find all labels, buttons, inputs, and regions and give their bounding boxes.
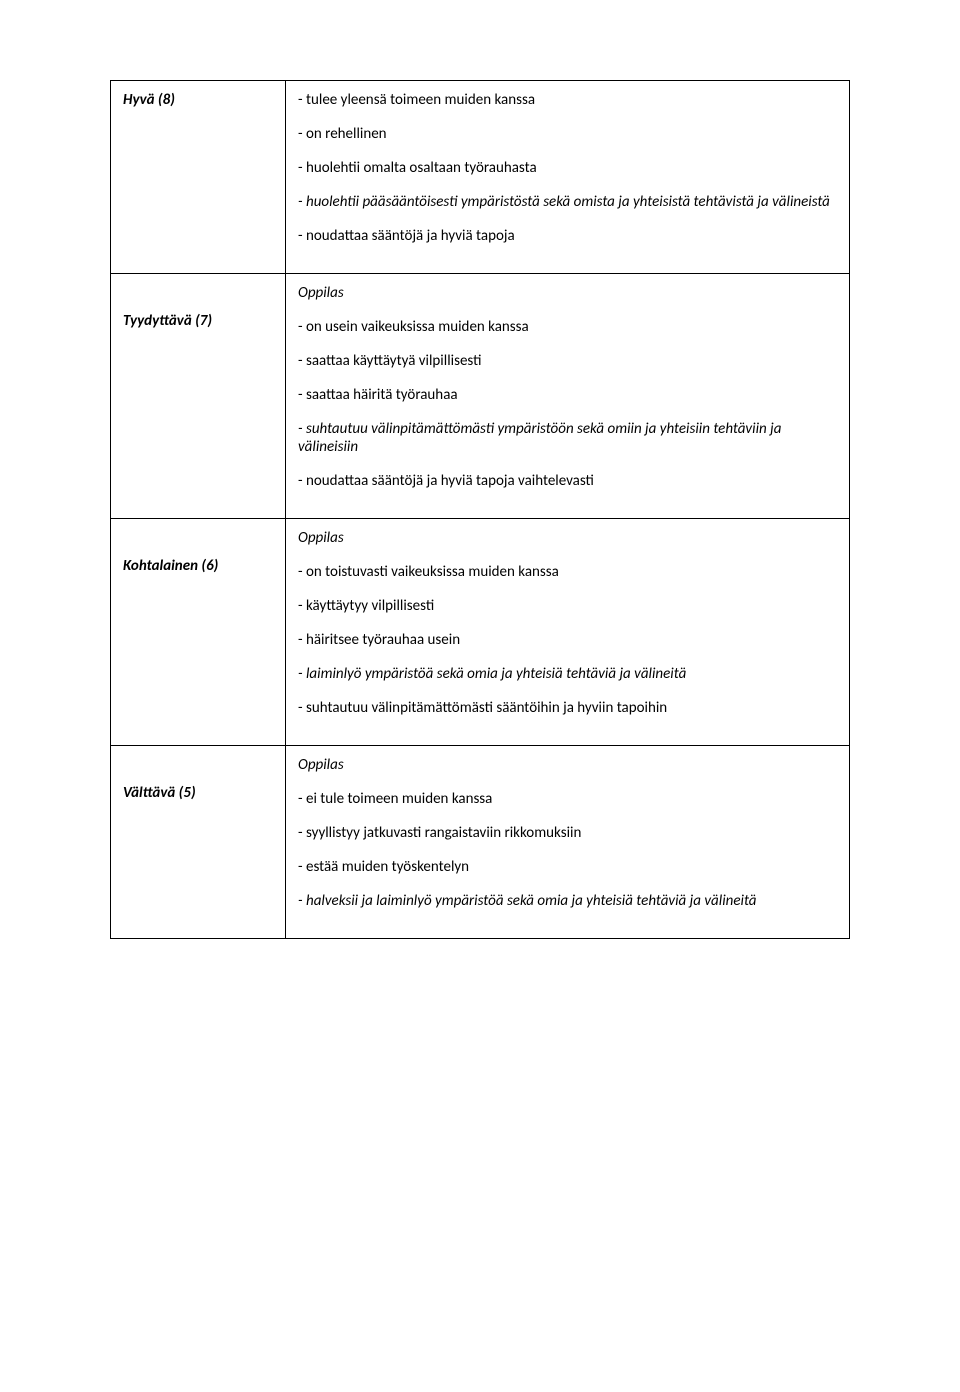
oppilas-heading: Oppilas xyxy=(298,756,837,774)
grade-content-cell: - tulee yleensä toimeen muiden kanssa - … xyxy=(286,81,850,274)
list-item: - saattaa häiritä työrauhaa xyxy=(298,386,837,404)
list-item: - käyttäytyy vilpillisesti xyxy=(298,597,837,615)
grading-table-body: Hyvä (8) - tulee yleensä toimeen muiden … xyxy=(111,81,850,939)
grading-table: Hyvä (8) - tulee yleensä toimeen muiden … xyxy=(110,80,850,939)
list-item: - huolehtii omalta osaltaan työrauhasta xyxy=(298,159,837,177)
list-item: - estää muiden työskentelyn xyxy=(298,858,837,876)
list-item: - halveksii ja laiminlyö ympäristöä sekä… xyxy=(298,892,837,910)
list-item: - suhtautuu välinpitämättömästi ympärist… xyxy=(298,420,837,456)
list-item: - häiritsee työrauhaa usein xyxy=(298,631,837,649)
table-row: Välttävä (5) Oppilas - ei tule toimeen m… xyxy=(111,746,850,939)
list-item: - suhtautuu välinpitämättömästi sääntöih… xyxy=(298,699,837,717)
list-item: - huolehtii pääsääntöisesti ympäristöstä… xyxy=(298,193,837,211)
grade-label-cell: Kohtalainen (6) xyxy=(111,519,286,746)
list-item: - saattaa käyttäytyä vilpillisesti xyxy=(298,352,837,370)
list-item: - tulee yleensä toimeen muiden kanssa xyxy=(298,91,837,109)
list-item: - on usein vaikeuksissa muiden kanssa xyxy=(298,318,837,336)
list-item: - laiminlyö ympäristöä sekä omia ja yhte… xyxy=(298,665,837,683)
list-item: - on rehellinen xyxy=(298,125,837,143)
list-item: - on toistuvasti vaikeuksissa muiden kan… xyxy=(298,563,837,581)
list-item: - noudattaa sääntöjä ja hyviä tapoja xyxy=(298,227,837,245)
grade-label-cell: Tyydyttävä (7) xyxy=(111,274,286,519)
grade-label: Kohtalainen (6) xyxy=(123,557,218,575)
grade-content-cell: Oppilas - on usein vaikeuksissa muiden k… xyxy=(286,274,850,519)
table-row: Kohtalainen (6) Oppilas - on toistuvasti… xyxy=(111,519,850,746)
grade-content-cell: Oppilas - on toistuvasti vaikeuksissa mu… xyxy=(286,519,850,746)
list-item: - noudattaa sääntöjä ja hyviä tapoja vai… xyxy=(298,472,837,490)
grade-label: Välttävä (5) xyxy=(123,784,196,802)
table-row: Tyydyttävä (7) Oppilas - on usein vaikeu… xyxy=(111,274,850,519)
grade-content-cell: Oppilas - ei tule toimeen muiden kanssa … xyxy=(286,746,850,939)
grade-label-cell: Välttävä (5) xyxy=(111,746,286,939)
oppilas-heading: Oppilas xyxy=(298,529,837,547)
oppilas-heading: Oppilas xyxy=(298,284,837,302)
table-row: Hyvä (8) - tulee yleensä toimeen muiden … xyxy=(111,81,850,274)
grade-label: Tyydyttävä (7) xyxy=(123,312,212,330)
list-item: - ei tule toimeen muiden kanssa xyxy=(298,790,837,808)
grade-label: Hyvä (8) xyxy=(123,91,175,109)
grade-label-cell: Hyvä (8) xyxy=(111,81,286,274)
list-item: - syyllistyy jatkuvasti rangaistaviin ri… xyxy=(298,824,837,842)
